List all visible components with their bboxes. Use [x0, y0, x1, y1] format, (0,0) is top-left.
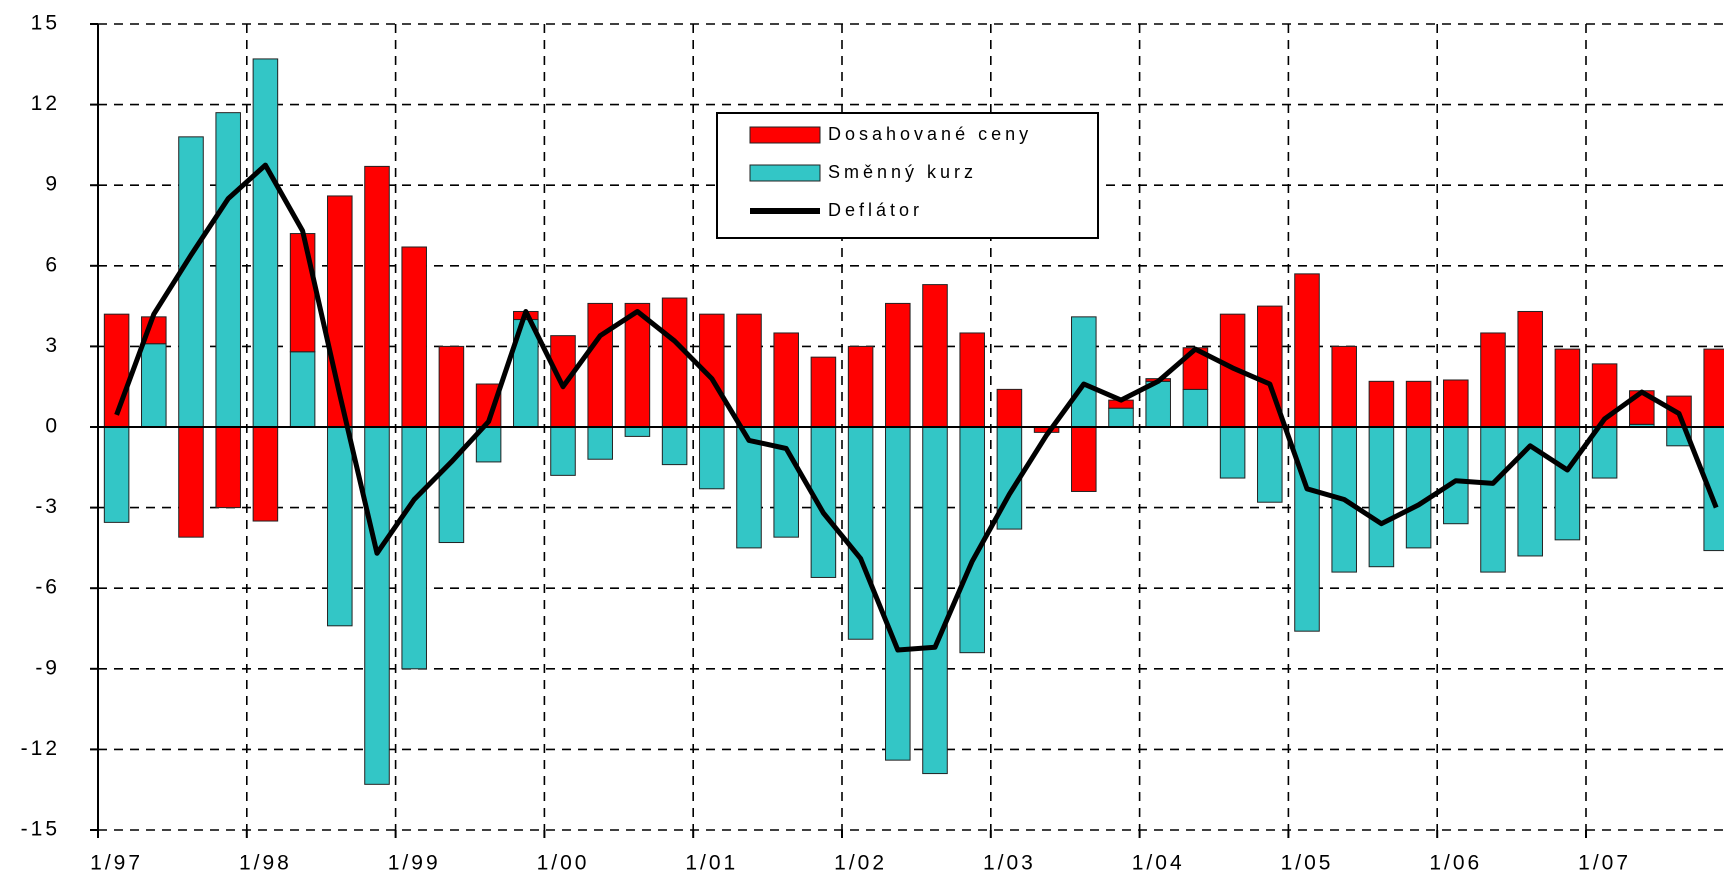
bar-segment	[1182, 388, 1209, 428]
bar-segment	[1368, 380, 1395, 428]
x-tick-label: 1/01	[685, 852, 738, 875]
bar-segment	[587, 426, 613, 460]
bar-segment	[1591, 426, 1618, 479]
x-tick-label: 1/05	[1281, 852, 1334, 875]
bar-segment	[327, 426, 353, 627]
y-tick-label: 15	[31, 12, 60, 35]
bar-segment	[289, 233, 316, 353]
x-tick-label: 1/02	[834, 852, 887, 875]
bar-segment	[885, 302, 911, 428]
bar-segment	[922, 284, 948, 428]
bar-segment	[847, 345, 874, 428]
plot-area	[90, 23, 1724, 838]
bar-segment	[959, 426, 985, 654]
bar-segment	[215, 426, 241, 509]
bar-segment	[438, 426, 465, 544]
bar-segment	[103, 426, 130, 523]
bar-segment	[1405, 426, 1432, 549]
bar-segment	[513, 319, 539, 428]
y-tick-label: -9	[35, 656, 60, 679]
bar-segment	[1257, 305, 1283, 428]
bar-segment	[364, 426, 390, 785]
bar-segment	[1294, 273, 1320, 428]
x-tick-label: 1/03	[983, 852, 1036, 875]
legend-label: Deflátor	[828, 200, 923, 220]
bar-segment	[773, 332, 799, 428]
bar-segment	[401, 426, 427, 670]
bar-segment	[1703, 348, 1724, 428]
y-tick-label: 6	[45, 253, 60, 276]
bar-segment	[252, 426, 279, 522]
y-tick-label: -6	[35, 576, 60, 599]
x-tick-label: 1/04	[1132, 852, 1185, 875]
bar-segment	[1257, 426, 1283, 503]
y-tick-label: -12	[21, 737, 60, 760]
bar-segment	[215, 112, 241, 428]
bar-segment	[624, 302, 651, 428]
bar-segment	[624, 426, 651, 437]
legend: Dosahované ceny Směnný kurz Deflátor	[716, 112, 1099, 239]
legend-swatch	[749, 126, 821, 144]
bar-segment	[847, 426, 874, 640]
x-tick-label: 1/07	[1578, 852, 1631, 875]
bar-segment	[959, 332, 985, 428]
bar-segment	[1517, 310, 1543, 428]
legend-swatch	[749, 164, 821, 182]
y-tick-label: 12	[31, 92, 60, 115]
bar-segment	[661, 297, 688, 428]
bar-segment	[1480, 426, 1506, 573]
x-tick-label: 1/00	[537, 852, 590, 875]
bar-segment	[1071, 426, 1097, 492]
bar-segment	[773, 426, 799, 538]
y-tick-label: 0	[45, 415, 60, 438]
bar-segment	[736, 426, 762, 549]
bar-segment	[922, 426, 948, 775]
bar-segment	[141, 343, 167, 428]
bar-segment	[1443, 426, 1469, 525]
bar-segment	[438, 345, 465, 428]
bar-segment	[1405, 380, 1432, 428]
bar-segment	[1331, 345, 1357, 428]
x-tick-label: 1/06	[1429, 852, 1482, 875]
bar-segment	[1219, 426, 1246, 479]
bar-segment	[1554, 426, 1581, 541]
y-tick-label: 9	[45, 173, 60, 196]
y-tick-label: 3	[45, 334, 60, 357]
legend-label: Dosahované ceny	[828, 124, 1032, 144]
bar-segment	[178, 426, 204, 538]
bar-segment	[289, 351, 316, 428]
bar-segment	[810, 356, 837, 428]
x-tick-label: 1/98	[239, 852, 292, 875]
x-tick-label: 1/99	[388, 852, 441, 875]
x-tick-label: 1/97	[90, 852, 143, 875]
y-tick-label: -15	[21, 818, 60, 841]
bar-segment	[736, 313, 762, 428]
bar-segment	[550, 426, 576, 476]
bar-segment	[587, 302, 613, 428]
bar-segment	[1368, 426, 1395, 568]
bar-segment	[1554, 348, 1581, 428]
bar-segment	[1071, 316, 1097, 428]
bar-segment	[885, 426, 911, 761]
bar-segment	[178, 136, 204, 428]
bar-segment	[996, 388, 1023, 428]
y-tick-label: -3	[35, 495, 60, 518]
line-series	[114, 162, 1719, 653]
bar-segment	[699, 426, 725, 490]
bar-segment	[1480, 332, 1506, 428]
bar-segment	[252, 58, 279, 428]
bar-segment	[364, 165, 390, 428]
bar-segment	[1443, 379, 1469, 428]
bar-segment	[661, 426, 688, 466]
legend-label: Směnný kurz	[828, 162, 977, 182]
bar-segment	[401, 246, 427, 428]
bar-segment	[1108, 407, 1134, 428]
